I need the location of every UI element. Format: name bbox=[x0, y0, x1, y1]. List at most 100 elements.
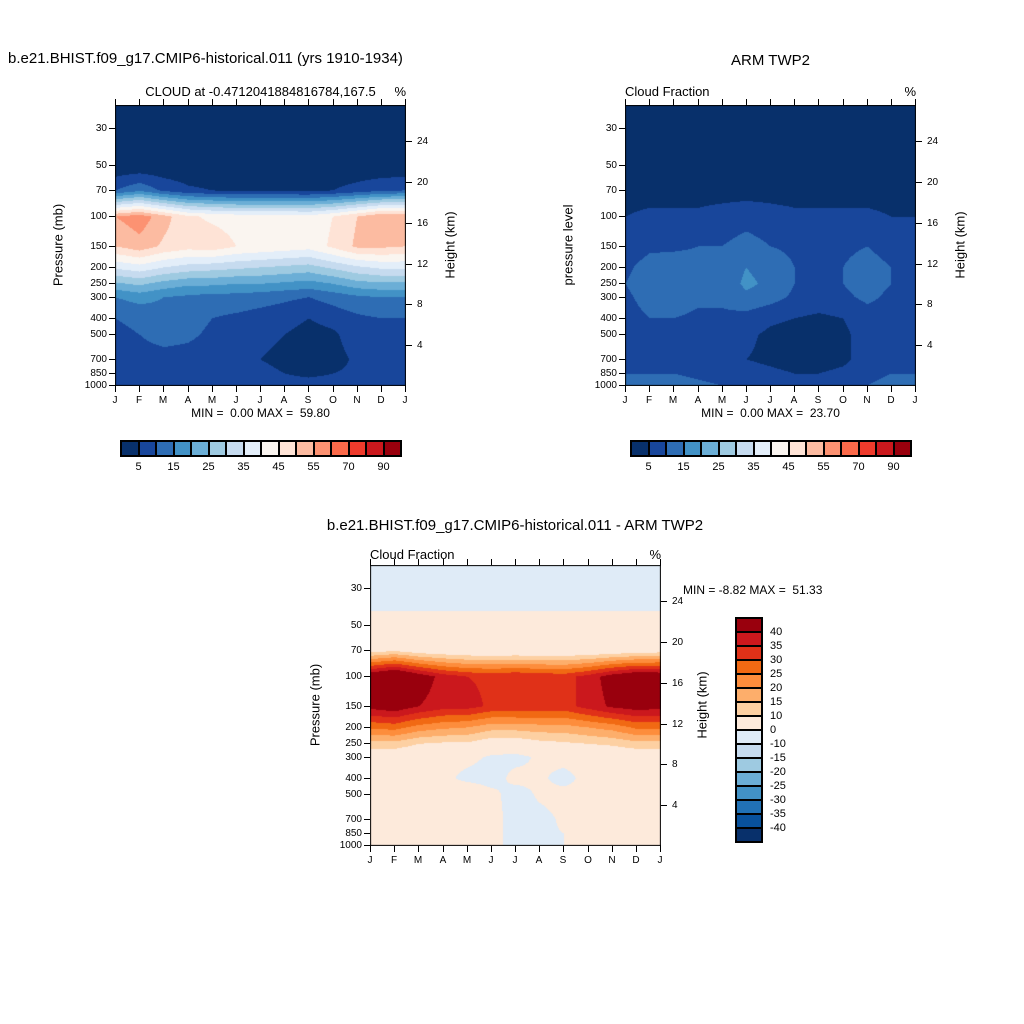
height-tick-label: 4 bbox=[927, 340, 933, 351]
pressure-tick bbox=[109, 334, 115, 335]
x-axis-tick bbox=[722, 386, 723, 392]
colorbar-box bbox=[736, 758, 762, 772]
colorbar-box bbox=[753, 441, 771, 456]
x-axis-tick bbox=[212, 386, 213, 392]
height-tick-label: 12 bbox=[927, 259, 939, 270]
colorbar-tick-label: 5 bbox=[645, 461, 652, 473]
x-tick-label: J bbox=[657, 855, 663, 866]
pressure-tick-label: 250 bbox=[600, 278, 617, 289]
x-tick-label: J bbox=[367, 855, 373, 866]
height-tick-label: 16 bbox=[417, 218, 429, 229]
pressure-tick bbox=[619, 334, 625, 335]
colorbar-box bbox=[736, 646, 762, 660]
x-tick-label: F bbox=[390, 855, 398, 866]
pressure-tick-label: 850 bbox=[345, 828, 362, 839]
x-axis-tick bbox=[660, 559, 661, 565]
x-axis-tick bbox=[515, 846, 516, 852]
x-axis-tick bbox=[770, 386, 771, 392]
height-tick bbox=[406, 182, 412, 183]
colorbar-box bbox=[278, 441, 296, 456]
x-axis-tick bbox=[163, 99, 164, 105]
x-tick-label: M bbox=[668, 395, 678, 406]
x-axis-tick bbox=[722, 99, 723, 105]
height-tick bbox=[661, 642, 667, 643]
pressure-tick bbox=[109, 190, 115, 191]
height-tick bbox=[916, 264, 922, 265]
colorbar-box bbox=[121, 441, 139, 456]
x-axis-tick bbox=[698, 99, 699, 105]
pressure-tick-label: 200 bbox=[90, 262, 107, 273]
pressure-tick-label: 50 bbox=[95, 160, 107, 171]
x-tick-label: M bbox=[462, 855, 472, 866]
pressure-tick-label: 150 bbox=[90, 241, 107, 252]
pressure-tick-label: 500 bbox=[345, 789, 362, 800]
colorbar-box bbox=[876, 441, 894, 456]
x-axis-tick bbox=[794, 99, 795, 105]
pressure-tick-label: 1000 bbox=[594, 380, 617, 391]
x-axis-tick bbox=[284, 386, 285, 392]
pressure-tick-label: 400 bbox=[600, 313, 617, 324]
pressure-tick bbox=[364, 794, 370, 795]
height-tick bbox=[661, 724, 667, 725]
x-tick-label: J bbox=[912, 395, 918, 406]
colorbar-box bbox=[736, 702, 762, 716]
pressure-tick-label: 500 bbox=[90, 329, 107, 340]
right-axis-label: Height (km) bbox=[952, 211, 968, 279]
colorbar-tick-label: 90 bbox=[887, 461, 900, 473]
x-axis-tick bbox=[370, 846, 371, 852]
x-tick-label: D bbox=[377, 395, 385, 406]
pressure-tick bbox=[364, 676, 370, 677]
x-axis-tick bbox=[515, 559, 516, 565]
x-axis-tick bbox=[467, 559, 468, 565]
x-tick-label: S bbox=[814, 395, 822, 406]
pressure-tick-label: 50 bbox=[605, 160, 617, 171]
contour-plot bbox=[370, 565, 661, 846]
x-tick-label: J bbox=[743, 395, 749, 406]
pressure-tick bbox=[109, 318, 115, 319]
x-axis-tick bbox=[891, 386, 892, 392]
minmax-label: MIN = 0.00 MAX = 23.70 bbox=[701, 406, 840, 420]
colorbar-tick-label: 35 bbox=[747, 461, 760, 473]
x-tick-label: A bbox=[439, 855, 447, 866]
pressure-tick-label: 70 bbox=[95, 185, 107, 196]
minmax-label: MIN = 0.00 MAX = 59.80 bbox=[191, 406, 330, 420]
pressure-tick-label: 70 bbox=[605, 185, 617, 196]
colorbar-tick-label: -15 bbox=[770, 752, 786, 764]
x-tick-label: S bbox=[304, 395, 312, 406]
x-axis-tick bbox=[915, 99, 916, 105]
colorbar-box bbox=[736, 688, 762, 702]
pressure-tick bbox=[364, 706, 370, 707]
colorbar-tick-label: 55 bbox=[307, 461, 320, 473]
colorbar-box bbox=[296, 441, 314, 456]
x-tick-label: M bbox=[717, 395, 727, 406]
colorbar-box bbox=[736, 814, 762, 828]
x-axis-tick bbox=[867, 99, 868, 105]
colorbar-box bbox=[736, 618, 762, 632]
colorbar-box bbox=[366, 441, 384, 456]
height-tick-label: 16 bbox=[672, 678, 684, 689]
height-tick bbox=[406, 141, 412, 142]
x-tick-label: M bbox=[413, 855, 423, 866]
pressure-tick-label: 250 bbox=[90, 278, 107, 289]
colorbar-box bbox=[806, 441, 824, 456]
height-tick-label: 20 bbox=[927, 177, 939, 188]
x-axis-tick bbox=[636, 559, 637, 565]
pressure-tick bbox=[619, 267, 625, 268]
pressure-tick-label: 100 bbox=[345, 671, 362, 682]
panel-model: b.e21.BHIST.f09_g17.CMIP6-historical.011… bbox=[0, 40, 512, 500]
units-label: % bbox=[904, 84, 916, 99]
panel-subtitle: Cloud Fraction bbox=[370, 547, 455, 562]
pressure-tick bbox=[619, 165, 625, 166]
x-axis-tick bbox=[467, 846, 468, 852]
x-axis-tick bbox=[260, 99, 261, 105]
pressure-tick-label: 250 bbox=[345, 738, 362, 749]
colorbar-box bbox=[191, 441, 209, 456]
panel-subtitle: Cloud Fraction bbox=[625, 84, 710, 99]
height-tick-label: 20 bbox=[417, 177, 429, 188]
height-tick bbox=[916, 223, 922, 224]
x-axis-tick bbox=[563, 559, 564, 565]
x-axis-tick bbox=[236, 99, 237, 105]
right-axis-label: Height (km) bbox=[442, 211, 458, 279]
x-axis-tick bbox=[357, 99, 358, 105]
pressure-tick-label: 850 bbox=[600, 368, 617, 379]
